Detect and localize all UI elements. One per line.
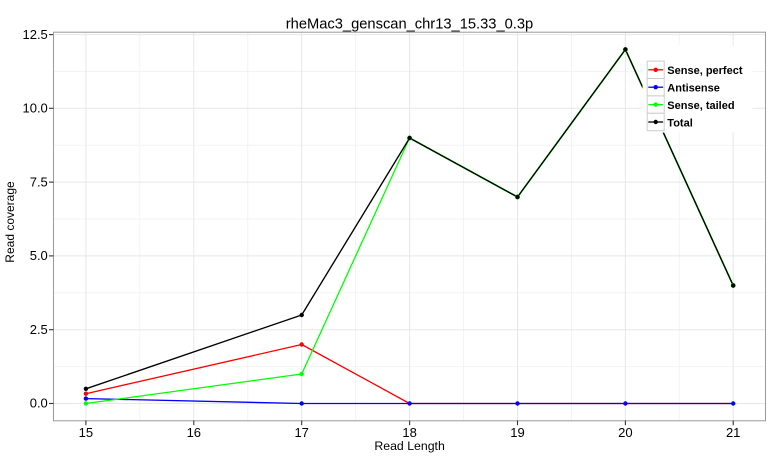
svg-text:21: 21 (726, 425, 740, 440)
svg-text:12.5: 12.5 (22, 27, 47, 42)
svg-text:5.0: 5.0 (30, 248, 48, 263)
svg-text:Antisense: Antisense (667, 83, 720, 95)
svg-text:rheMac3_genscan_chr13_15.33_0.: rheMac3_genscan_chr13_15.33_0.3p (286, 16, 533, 32)
svg-text:20: 20 (618, 425, 632, 440)
svg-text:Sense, tailed: Sense, tailed (667, 100, 734, 112)
svg-text:0.0: 0.0 (30, 396, 48, 411)
svg-text:2.5: 2.5 (30, 322, 48, 337)
svg-text:Sense, perfect: Sense, perfect (667, 65, 743, 77)
svg-text:7.5: 7.5 (30, 174, 48, 189)
svg-text:19: 19 (510, 425, 524, 440)
svg-text:Read Length: Read Length (374, 439, 445, 453)
svg-text:15: 15 (79, 425, 93, 440)
svg-text:Read coverage: Read coverage (3, 181, 17, 263)
svg-text:18: 18 (402, 425, 416, 440)
svg-text:16: 16 (187, 425, 201, 440)
svg-text:17: 17 (294, 425, 308, 440)
svg-text:10.0: 10.0 (22, 101, 47, 116)
svg-text:Total: Total (667, 117, 692, 129)
